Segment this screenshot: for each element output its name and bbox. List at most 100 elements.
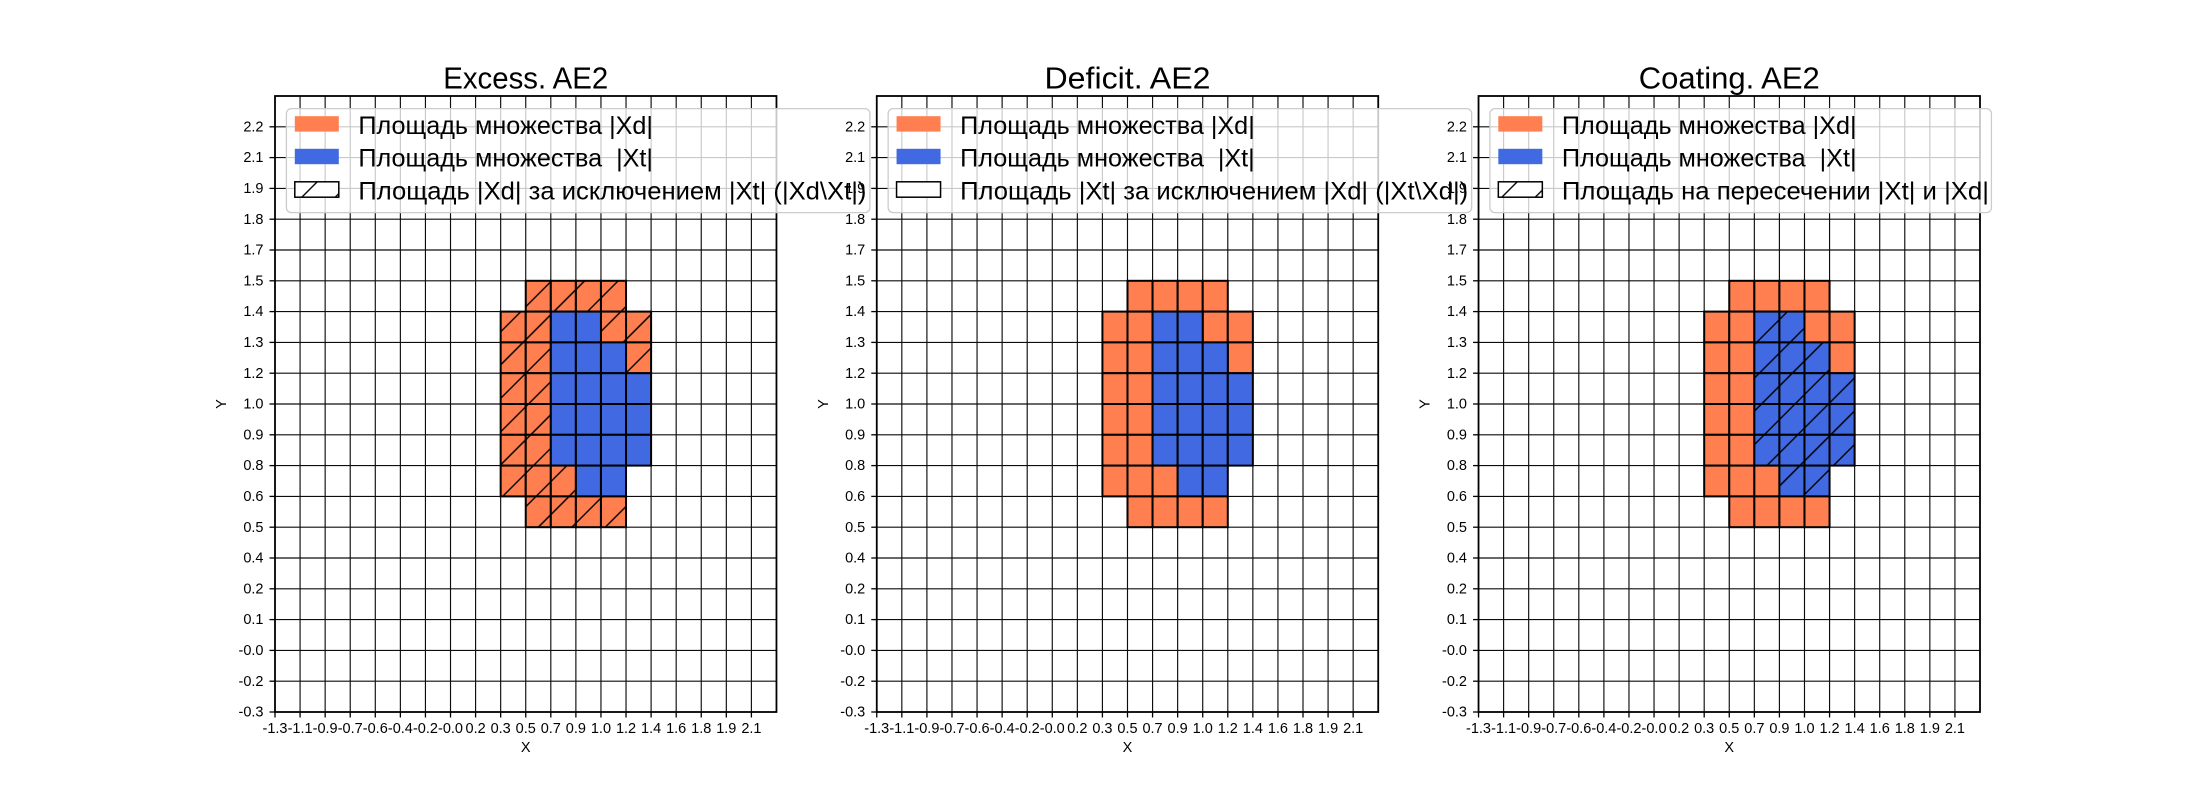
svg-text:0.5: 0.5 xyxy=(1117,721,1137,737)
svg-text:0.1: 0.1 xyxy=(1447,612,1467,628)
svg-text:-0.6: -0.6 xyxy=(1566,721,1591,737)
svg-text:1.3: 1.3 xyxy=(845,335,865,351)
svg-text:0.7: 0.7 xyxy=(541,721,561,737)
svg-text:0.2: 0.2 xyxy=(1669,721,1689,737)
svg-text:-1.1: -1.1 xyxy=(288,721,313,737)
svg-text:Площадь множества |Xt|: Площадь множества |Xt| xyxy=(960,145,1255,173)
svg-text:1.8: 1.8 xyxy=(1293,721,1313,737)
svg-text:0.6: 0.6 xyxy=(243,489,263,505)
svg-text:2.2: 2.2 xyxy=(1447,119,1467,135)
svg-text:-0.4: -0.4 xyxy=(1591,721,1616,737)
svg-text:1.0: 1.0 xyxy=(1447,397,1467,413)
svg-text:0.5: 0.5 xyxy=(516,721,536,737)
svg-text:0.9: 0.9 xyxy=(1447,427,1467,443)
svg-text:-0.0: -0.0 xyxy=(239,643,264,659)
svg-text:-0.0: -0.0 xyxy=(438,721,463,737)
svg-text:0.3: 0.3 xyxy=(1694,721,1714,737)
svg-text:Y: Y xyxy=(1418,399,1434,409)
svg-text:0.4: 0.4 xyxy=(243,551,263,567)
svg-text:0.8: 0.8 xyxy=(1447,458,1467,474)
svg-text:2.2: 2.2 xyxy=(243,119,263,135)
svg-text:2.1: 2.1 xyxy=(741,721,761,737)
svg-text:1.2: 1.2 xyxy=(845,366,865,382)
svg-text:1.7: 1.7 xyxy=(1447,243,1467,259)
svg-text:1.4: 1.4 xyxy=(1845,721,1865,737)
svg-text:2.1: 2.1 xyxy=(845,150,865,166)
svg-text:-1.1: -1.1 xyxy=(889,721,914,737)
svg-text:0.3: 0.3 xyxy=(491,721,511,737)
svg-text:0.4: 0.4 xyxy=(1447,551,1467,567)
svg-text:1.7: 1.7 xyxy=(845,243,865,259)
svg-text:-0.3: -0.3 xyxy=(840,705,865,721)
svg-text:1.9: 1.9 xyxy=(1447,181,1467,197)
svg-text:Coating. AE2: Coating. AE2 xyxy=(1639,62,1820,96)
svg-text:-0.4: -0.4 xyxy=(990,721,1015,737)
svg-text:-1.3: -1.3 xyxy=(263,721,288,737)
svg-text:Deficit. AE2: Deficit. AE2 xyxy=(1044,62,1210,96)
svg-text:-0.2: -0.2 xyxy=(1616,721,1641,737)
svg-text:Площадь множества |Xt|: Площадь множества |Xt| xyxy=(1562,145,1857,173)
svg-text:-0.6: -0.6 xyxy=(363,721,388,737)
svg-text:0.6: 0.6 xyxy=(1447,489,1467,505)
svg-text:2.1: 2.1 xyxy=(1447,150,1467,166)
svg-text:1.4: 1.4 xyxy=(641,721,661,737)
svg-text:X: X xyxy=(1123,740,1133,756)
svg-text:1.3: 1.3 xyxy=(243,335,263,351)
svg-text:1.0: 1.0 xyxy=(1794,721,1814,737)
svg-text:-0.9: -0.9 xyxy=(313,721,338,737)
svg-text:1.0: 1.0 xyxy=(243,397,263,413)
svg-text:0.1: 0.1 xyxy=(845,612,865,628)
svg-text:1.8: 1.8 xyxy=(691,721,711,737)
svg-text:1.5: 1.5 xyxy=(243,273,263,289)
svg-text:Площадь множества |Xt|: Площадь множества |Xt| xyxy=(358,145,653,173)
svg-text:X: X xyxy=(1724,740,1734,756)
svg-text:0.2: 0.2 xyxy=(845,581,865,597)
svg-text:-0.0: -0.0 xyxy=(840,643,865,659)
svg-text:1.2: 1.2 xyxy=(616,721,636,737)
svg-text:0.9: 0.9 xyxy=(566,721,586,737)
svg-text:-0.2: -0.2 xyxy=(1442,674,1467,690)
svg-text:1.4: 1.4 xyxy=(1447,304,1467,320)
svg-text:Площадь |Xt| за исключением |X: Площадь |Xt| за исключением |Xd| (|Xt\Xd… xyxy=(960,178,1468,206)
svg-text:1.4: 1.4 xyxy=(1243,721,1263,737)
svg-text:-0.7: -0.7 xyxy=(338,721,363,737)
svg-text:0.2: 0.2 xyxy=(466,721,486,737)
svg-text:1.9: 1.9 xyxy=(716,721,736,737)
svg-text:2.2: 2.2 xyxy=(845,119,865,135)
svg-text:-0.6: -0.6 xyxy=(965,721,990,737)
svg-text:-1.3: -1.3 xyxy=(1466,721,1491,737)
svg-text:1.0: 1.0 xyxy=(845,397,865,413)
svg-text:-1.3: -1.3 xyxy=(864,721,889,737)
svg-text:1.5: 1.5 xyxy=(845,273,865,289)
svg-text:Площадь множества |Xd|: Площадь множества |Xd| xyxy=(1562,112,1857,140)
svg-text:2.1: 2.1 xyxy=(1945,721,1965,737)
svg-text:1.2: 1.2 xyxy=(1447,366,1467,382)
svg-text:-0.7: -0.7 xyxy=(1541,721,1566,737)
svg-text:0.7: 0.7 xyxy=(1142,721,1162,737)
svg-text:-0.2: -0.2 xyxy=(413,721,438,737)
svg-text:-0.7: -0.7 xyxy=(939,721,964,737)
svg-text:Площадь на пересечении |Xt| и: Площадь на пересечении |Xt| и |Xd| xyxy=(1562,178,1989,206)
svg-text:Площадь |Xd| за исключением |X: Площадь |Xd| за исключением |Xt| (|Xd\Xt… xyxy=(358,178,866,206)
svg-text:Y: Y xyxy=(214,399,230,409)
svg-text:1.0: 1.0 xyxy=(591,721,611,737)
svg-text:1.4: 1.4 xyxy=(845,304,865,320)
svg-text:0.1: 0.1 xyxy=(243,612,263,628)
svg-text:1.9: 1.9 xyxy=(845,181,865,197)
svg-text:1.5: 1.5 xyxy=(1447,273,1467,289)
svg-text:-0.2: -0.2 xyxy=(1015,721,1040,737)
svg-text:0.2: 0.2 xyxy=(1447,581,1467,597)
svg-text:0.5: 0.5 xyxy=(243,520,263,536)
svg-text:1.8: 1.8 xyxy=(1895,721,1915,737)
svg-text:2.1: 2.1 xyxy=(1343,721,1363,737)
svg-text:0.2: 0.2 xyxy=(243,581,263,597)
svg-text:-0.3: -0.3 xyxy=(239,705,264,721)
svg-text:-0.2: -0.2 xyxy=(840,674,865,690)
svg-text:Площадь множества |Xd|: Площадь множества |Xd| xyxy=(358,112,653,140)
svg-text:-1.1: -1.1 xyxy=(1491,721,1516,737)
svg-text:-0.0: -0.0 xyxy=(1642,721,1667,737)
svg-text:-0.9: -0.9 xyxy=(914,721,939,737)
svg-text:1.4: 1.4 xyxy=(243,304,263,320)
svg-text:1.2: 1.2 xyxy=(1819,721,1839,737)
svg-text:Excess. AE2: Excess. AE2 xyxy=(443,62,608,96)
